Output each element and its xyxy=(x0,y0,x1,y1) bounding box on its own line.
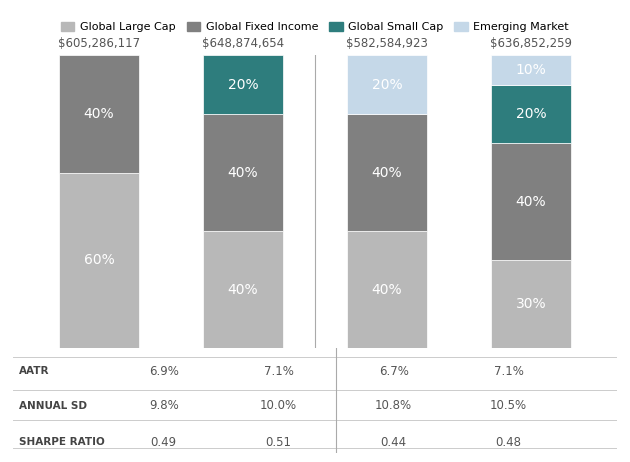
Text: 30%: 30% xyxy=(516,297,546,311)
Bar xyxy=(491,261,571,348)
Text: 7.1%: 7.1% xyxy=(264,365,294,378)
Text: 40%: 40% xyxy=(372,165,403,180)
Text: 10%: 10% xyxy=(515,63,546,77)
Bar xyxy=(203,55,283,114)
Text: 10.5%: 10.5% xyxy=(490,399,527,412)
Text: 40%: 40% xyxy=(84,107,114,121)
Text: 7.1%: 7.1% xyxy=(493,365,524,378)
Text: 0.51: 0.51 xyxy=(266,436,292,449)
Bar xyxy=(59,55,139,172)
Text: $636,852,259: $636,852,259 xyxy=(490,36,572,49)
Bar xyxy=(203,114,283,231)
Text: 9.8%: 9.8% xyxy=(149,399,179,412)
Bar xyxy=(491,85,571,143)
Text: 10.0%: 10.0% xyxy=(260,399,297,412)
Bar xyxy=(491,55,571,85)
Bar xyxy=(59,172,139,348)
Bar xyxy=(347,114,427,231)
Text: $605,286,117: $605,286,117 xyxy=(58,36,140,49)
Text: 40%: 40% xyxy=(372,283,403,297)
Bar xyxy=(347,55,427,114)
Legend: Global Large Cap, Global Fixed Income, Global Small Cap, Emerging Market: Global Large Cap, Global Fixed Income, G… xyxy=(57,17,573,36)
Text: 60%: 60% xyxy=(84,253,115,267)
Text: SHARPE RATIO: SHARPE RATIO xyxy=(19,438,105,447)
Text: 0.49: 0.49 xyxy=(151,436,177,449)
Text: 40%: 40% xyxy=(227,165,258,180)
Text: 6.7%: 6.7% xyxy=(379,365,409,378)
Bar xyxy=(491,143,571,261)
Text: $648,874,654: $648,874,654 xyxy=(202,36,284,49)
Text: 20%: 20% xyxy=(372,78,403,92)
Text: 40%: 40% xyxy=(516,195,546,209)
Text: $582,584,923: $582,584,923 xyxy=(346,36,428,49)
Bar xyxy=(203,231,283,348)
Text: 20%: 20% xyxy=(516,107,546,121)
Text: 40%: 40% xyxy=(227,283,258,297)
Text: 10.8%: 10.8% xyxy=(375,399,412,412)
Text: 0.44: 0.44 xyxy=(381,436,407,449)
Text: ANNUAL SD: ANNUAL SD xyxy=(19,401,87,411)
Text: 6.9%: 6.9% xyxy=(149,365,179,378)
Text: AATR: AATR xyxy=(19,366,49,376)
Bar xyxy=(347,231,427,348)
Text: 20%: 20% xyxy=(227,78,258,92)
Text: 0.48: 0.48 xyxy=(496,436,522,449)
